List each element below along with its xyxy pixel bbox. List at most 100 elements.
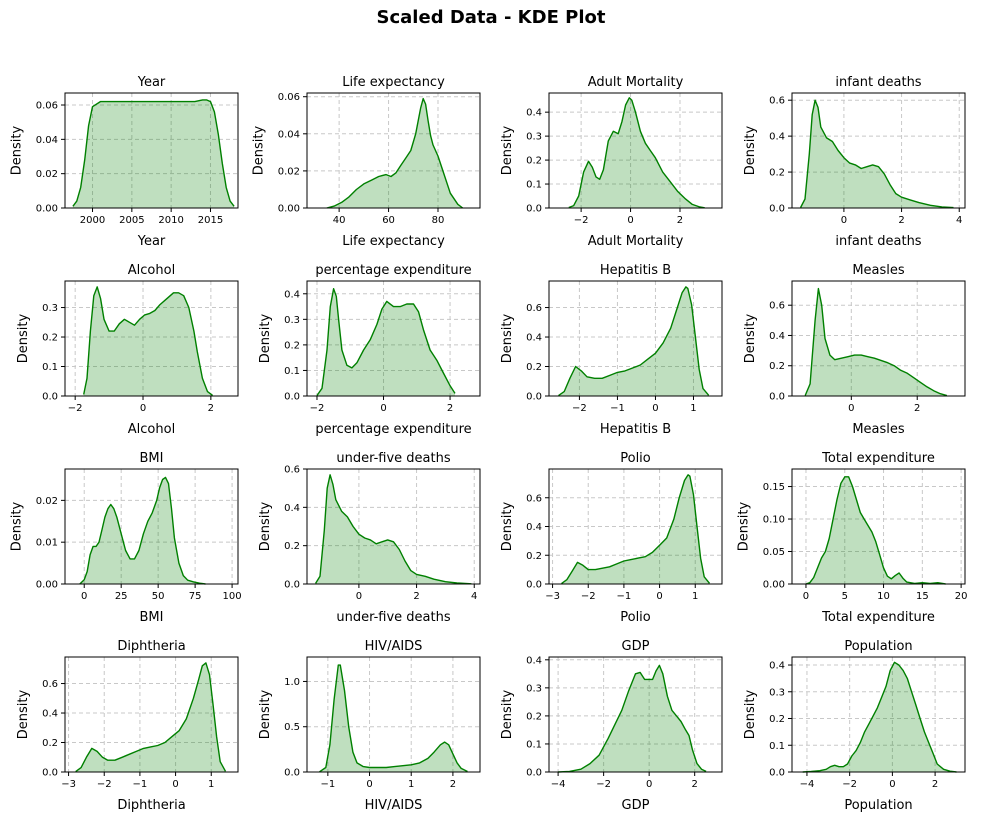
x-tick-label: −1 xyxy=(320,779,335,790)
axes-frame xyxy=(306,92,481,209)
kde-area xyxy=(83,286,213,396)
y-axis-label: Density xyxy=(500,125,515,175)
kde-subplot: −4 −2 0 2 0.0 0.1 0.2 0.3 0.4 GDP GDP Density xyxy=(500,639,723,813)
x-tick-label: 0 xyxy=(356,591,362,602)
kde-area xyxy=(558,665,707,772)
y-tick-label: 0.2 xyxy=(526,551,542,562)
y-tick-label: 0.00 xyxy=(36,204,58,215)
y-tick-label: 0.6 xyxy=(769,96,785,107)
x-tick-label: 0 xyxy=(803,591,809,602)
y-tick-label: 0.1 xyxy=(526,180,542,191)
subplot-title: Life expectancy xyxy=(342,75,445,90)
x-tick-label: 1 xyxy=(690,403,696,414)
x-tick-label: 2 xyxy=(932,779,938,790)
x-axis-label: Population xyxy=(844,798,912,813)
y-axis-label: Density xyxy=(9,125,24,175)
y-axis-label: Density xyxy=(743,125,758,175)
kde-area xyxy=(561,474,710,584)
x-tick-label: 25 xyxy=(115,591,128,602)
axes-frame xyxy=(306,280,481,397)
y-tick-label: 0.00 xyxy=(36,580,58,591)
y-tick-label: 0.2 xyxy=(42,333,58,344)
y-tick-label: 0.5 xyxy=(284,722,300,733)
x-tick-label: −4 xyxy=(551,779,566,790)
x-tick-label: 2 xyxy=(450,779,456,790)
x-tick-label: −2 xyxy=(596,779,611,790)
subplot-title: Population xyxy=(844,639,912,654)
kde-area xyxy=(802,662,957,772)
x-tick-label: 2 xyxy=(898,215,904,226)
y-tick-label: 0.6 xyxy=(526,303,542,314)
subplot-title: HIV/AIDS xyxy=(365,639,423,654)
x-tick-label: 2010 xyxy=(158,215,183,226)
x-tick-label: 50 xyxy=(152,591,165,602)
y-axis-label: Density xyxy=(500,501,515,551)
kde-line xyxy=(561,474,711,585)
kde-area xyxy=(326,98,463,208)
x-tick-label: 4 xyxy=(471,591,477,602)
y-tick-label: 0.0 xyxy=(284,768,300,779)
kde-line xyxy=(326,97,464,209)
kde-subplot: −2 0 2 0.0 0.1 0.2 0.3 0.4 Adult Mortality Adult … xyxy=(500,75,723,249)
y-axis-label: Density xyxy=(743,689,758,739)
x-axis-label: percentage expenditure xyxy=(315,422,471,437)
y-tick-label: 0.2 xyxy=(526,156,542,167)
y-tick-label: 0.0 xyxy=(526,392,542,403)
y-tick-label: 0.4 xyxy=(42,709,58,720)
x-tick-label: 2 xyxy=(677,215,683,226)
y-axis-label: Density xyxy=(16,313,31,363)
x-tick-label: 2000 xyxy=(80,215,105,226)
kde-subplot: 0 2 0.0 0.2 0.4 0.6 Measles Measles Density xyxy=(743,263,966,437)
y-axis-label: Density xyxy=(258,313,273,363)
x-tick-label: 0 xyxy=(81,591,87,602)
y-tick-label: 0.0 xyxy=(526,768,542,779)
x-tick-label: 100 xyxy=(223,591,242,602)
y-tick-label: 0.02 xyxy=(36,169,58,180)
kde-subplot: 0 5 10 15 20 0.00 0.05 0.10 0.15 Total expenditur… xyxy=(736,451,967,625)
x-tick-label: −2 xyxy=(572,403,587,414)
y-tick-label: 0.2 xyxy=(526,362,542,373)
y-tick-label: 0.1 xyxy=(42,362,58,373)
subplot-title: Total expenditure xyxy=(821,451,935,466)
y-tick-label: 0.6 xyxy=(526,493,542,504)
x-tick-label: −2 xyxy=(97,779,112,790)
y-tick-label: 0.2 xyxy=(769,361,785,372)
axes-frame xyxy=(791,656,966,773)
y-tick-label: 0.1 xyxy=(526,739,542,750)
y-tick-label: 0.3 xyxy=(526,132,542,143)
x-tick-label: −2 xyxy=(581,591,596,602)
axes-frame xyxy=(791,468,966,585)
subplot-title: Measles xyxy=(852,263,905,278)
subplot-title: Hepatitis B xyxy=(600,263,671,278)
kde-line xyxy=(805,476,946,585)
x-axis-label: Hepatitis B xyxy=(600,422,671,437)
kde-area xyxy=(75,662,226,772)
x-tick-label: 80 xyxy=(432,215,445,226)
y-tick-label: 0.0 xyxy=(42,392,58,403)
y-tick-label: 0.0 xyxy=(284,580,300,591)
x-tick-label: 10 xyxy=(877,591,890,602)
kde-area xyxy=(319,665,468,772)
y-tick-label: 0.2 xyxy=(526,711,542,722)
axes-frame xyxy=(306,656,481,773)
y-tick-label: 0.4 xyxy=(526,108,542,119)
kde-line xyxy=(316,288,456,396)
x-tick-label: 15 xyxy=(916,591,929,602)
axes-frame xyxy=(64,468,239,585)
x-tick-label: 0 xyxy=(366,779,372,790)
x-tick-label: 0 xyxy=(889,779,895,790)
kde-subplot: 2000 2005 2010 2015 0.00 0.02 0.04 0.06 Year Year… xyxy=(9,75,239,249)
x-tick-label: 5 xyxy=(842,591,848,602)
y-tick-label: 0.04 xyxy=(278,129,300,140)
x-tick-label: 2 xyxy=(691,779,697,790)
x-tick-label: 2 xyxy=(208,403,214,414)
kde-subplot: −2 0 2 0.0 0.1 0.2 0.3 0.4 percentage expenditur… xyxy=(258,263,481,437)
x-tick-label: 0 xyxy=(841,215,847,226)
y-tick-label: 0.05 xyxy=(763,547,785,558)
subplot-title: GDP xyxy=(622,639,650,654)
y-axis-label: Density xyxy=(736,501,751,551)
kde-subplot: −3 −2 −1 0 1 0.0 0.2 0.4 0.6 Polio Polio Density xyxy=(500,451,723,625)
subplot-title: Adult Mortality xyxy=(588,75,684,90)
x-tick-label: 75 xyxy=(189,591,202,602)
